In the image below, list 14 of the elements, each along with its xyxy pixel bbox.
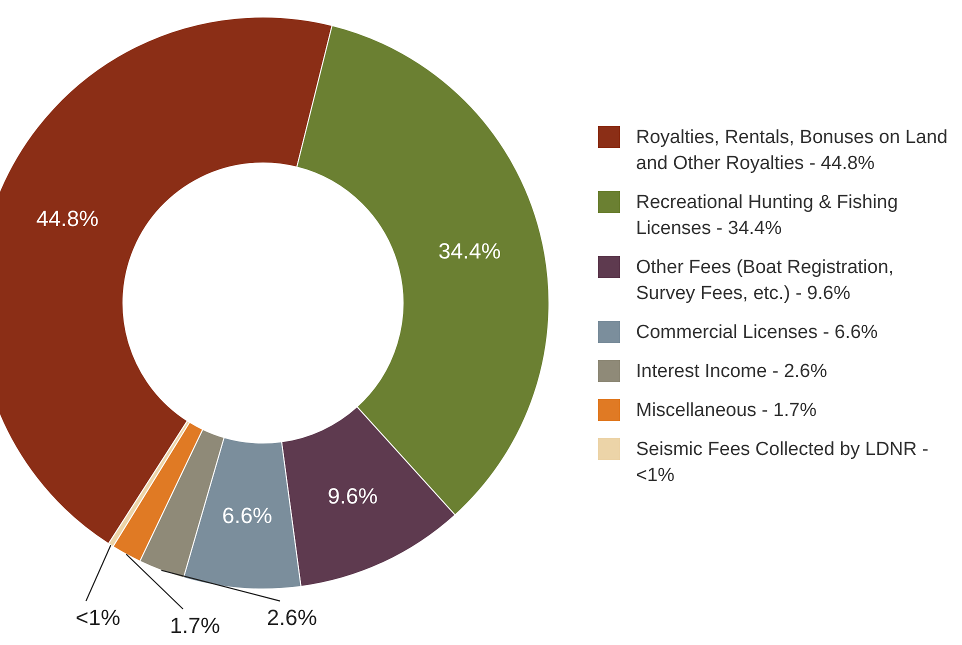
data-label: 34.4% (438, 238, 501, 264)
legend-label: Seismic Fees Collected by LDNR - <1% (636, 438, 930, 488)
legend-label: Interest Income - 2.6% (636, 360, 828, 384)
data-label: 6.6% (222, 502, 272, 528)
data-label: 2.6% (266, 605, 318, 630)
data-label: <1% (76, 605, 120, 630)
legend-label: Miscellaneous - 1.7% (636, 399, 818, 423)
data-label: 9.6% (328, 484, 378, 509)
data-label: 44.8% (36, 206, 99, 232)
legend-label: Other Fees (Boat Registration, Survey Fees, etc.) - 9.6% (636, 256, 895, 306)
legend-label: Royalties, Rentals, Bonuses on Land and Other Royalties - 44.8% (636, 126, 949, 176)
data-label: 1.7% (170, 613, 220, 638)
legend-label: Recreational Hunting & Fishing Licenses - 34.4% (636, 191, 899, 241)
legend-label: Commercial Licenses - 6.6% (636, 321, 879, 345)
